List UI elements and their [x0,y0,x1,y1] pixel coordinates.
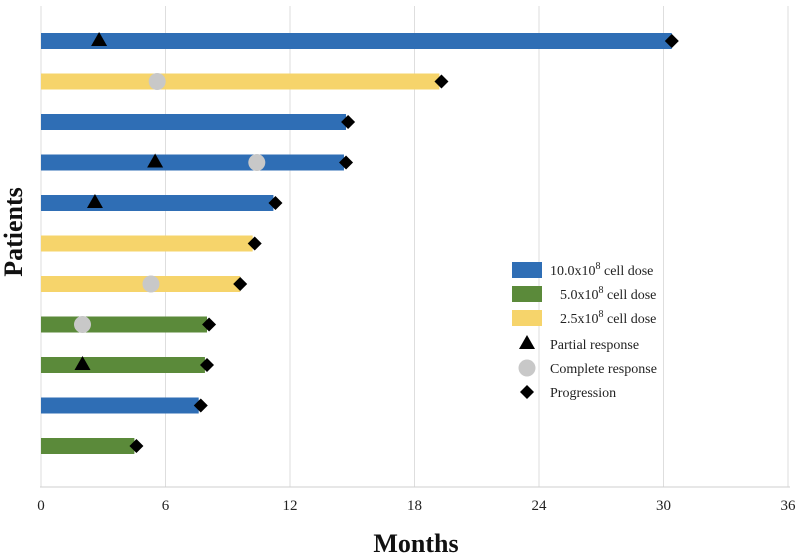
progression-marker-8 [202,317,217,332]
patient-bar-4 [41,154,344,171]
progression-marker-5 [268,196,283,210]
legend-circle-icon [518,359,536,377]
x-tick-label-0: 0 [37,498,45,514]
legend-label-1: 10.0x108 cell dose [550,261,653,279]
progression-marker-7 [233,277,248,291]
partial-response-marker-1 [91,32,108,46]
legend-triangle-icon [519,335,535,349]
legend-swatch-1 [512,262,542,278]
legend-label-diamond: Progression [550,386,616,401]
progression-marker-2 [434,74,449,89]
x-tick-labels: 0 6 12 18 24 30 36 [37,498,796,514]
progression-marker-10 [193,398,208,413]
x-tick-label-30: 30 [656,498,671,514]
complete-response-marker-2 [148,73,166,90]
legend-label-triangle: Partial response [550,338,639,353]
partial-response-marker-4 [147,153,164,168]
legend: 10.0x108 cell dose 5.0x108 cell dose 2.5x1… [512,261,657,401]
complete-response-marker-8 [74,316,91,333]
progression-marker-3 [341,115,356,129]
markers [74,32,679,453]
progression-marker-11 [129,439,144,453]
legend-swatch-2 [512,286,542,302]
legend-diamond-icon [520,385,534,399]
progression-marker-9 [200,358,214,372]
partial-response-marker-5 [86,194,103,208]
legend-label-3: 2.5x108 cell dose [560,309,656,327]
patient-bar-9 [41,357,205,373]
y-axis-title: Patients [0,187,28,277]
progression-marker-6 [247,236,262,251]
patient-bar-10 [41,397,199,414]
x-tick-label-24: 24 [532,498,548,514]
patient-bar-1 [41,33,672,49]
patient-bar-5 [41,195,274,211]
complete-response-marker-7 [142,275,160,293]
patient-bar-6 [41,235,253,252]
patient-bar-11 [41,438,135,454]
x-tick-label-6: 6 [162,498,170,514]
bars [41,33,672,454]
legend-label-circle: Complete response [550,362,657,377]
progression-marker-4 [339,155,354,170]
patient-bar-2 [41,73,440,90]
legend-label-2: 5.0x108 cell dose [560,285,656,303]
patient-bar-8 [41,316,207,333]
progression-marker-1 [664,34,679,48]
x-tick-label-36: 36 [781,498,797,514]
x-tick-label-18: 18 [407,498,422,514]
complete-response-marker-4 [248,154,266,171]
patient-bar-7 [41,276,241,292]
legend-swatch-3 [512,310,542,326]
patient-bar-3 [41,114,347,130]
x-axis-title: Months [373,529,458,558]
partial-response-marker-9 [74,356,91,370]
x-tick-label-12: 12 [283,498,298,514]
